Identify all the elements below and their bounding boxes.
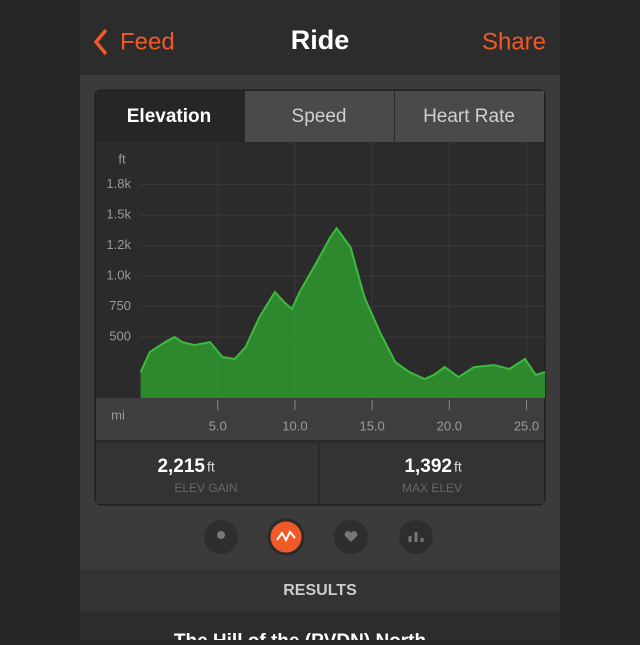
y-tick-label: 1.0k bbox=[106, 268, 131, 283]
section-title: RESULTS bbox=[283, 582, 357, 599]
tab[interactable] bbox=[395, 91, 544, 142]
elevation-area bbox=[140, 228, 545, 398]
y-tick-label: 500 bbox=[109, 328, 131, 343]
pin-glyph bbox=[217, 531, 225, 539]
heart-glyph bbox=[344, 531, 358, 542]
y-tick-label: 1.2k bbox=[106, 237, 131, 252]
stat-label: MAX ELEV bbox=[402, 481, 462, 495]
elevation-chart: ft mi 500 750 1.0k 1.2k 1.5k 1.8k 5.0 10.0 15.0 2… bbox=[96, 142, 546, 440]
x-axis-label: mi bbox=[111, 407, 125, 422]
bars-glyph bbox=[408, 532, 424, 542]
tab-active[interactable] bbox=[96, 91, 244, 142]
x-axis-strip bbox=[96, 398, 544, 440]
stat-unit: ft bbox=[207, 459, 215, 475]
y-tick-label: 1.5k bbox=[106, 207, 131, 222]
section-header bbox=[80, 570, 560, 612]
x-tick-label: 15.0 bbox=[359, 418, 384, 433]
x-tick-label: 10.0 bbox=[282, 418, 307, 433]
elevation-icon[interactable] bbox=[267, 518, 305, 556]
tab-label[interactable]: Heart Rate bbox=[423, 106, 515, 127]
x-tick-label: 25.0 bbox=[514, 418, 539, 433]
tab[interactable] bbox=[245, 91, 394, 142]
stat-value: 1,392 bbox=[404, 456, 452, 477]
tab-label[interactable]: Elevation bbox=[127, 106, 211, 127]
back-arrow[interactable] bbox=[93, 28, 108, 56]
nav-title: Ride bbox=[291, 25, 350, 55]
result-title[interactable]: The Hill of the (PVDN) North bbox=[174, 631, 426, 645]
tab-label[interactable]: Speed bbox=[292, 106, 347, 127]
y-tick-label: 1.8k bbox=[106, 176, 131, 191]
y-axis-label: ft bbox=[118, 151, 126, 166]
nav-bar bbox=[80, 0, 560, 75]
result-row[interactable] bbox=[80, 612, 560, 640]
elevation-line bbox=[139, 226, 546, 381]
stat-box bbox=[96, 443, 318, 504]
stat-label: ELEV GAIN bbox=[174, 481, 237, 495]
x-tick-label: 20.0 bbox=[437, 418, 462, 433]
x-tick-label: 5.0 bbox=[209, 418, 227, 433]
stat-box bbox=[320, 443, 544, 504]
y-tick-label: 750 bbox=[109, 298, 131, 313]
elevation-glyph bbox=[276, 530, 296, 543]
back-button[interactable]: Feed bbox=[120, 28, 175, 55]
stat-value: 2,215 bbox=[157, 456, 205, 477]
share-button[interactable]: Share bbox=[482, 28, 546, 55]
stat-unit: ft bbox=[454, 459, 462, 475]
